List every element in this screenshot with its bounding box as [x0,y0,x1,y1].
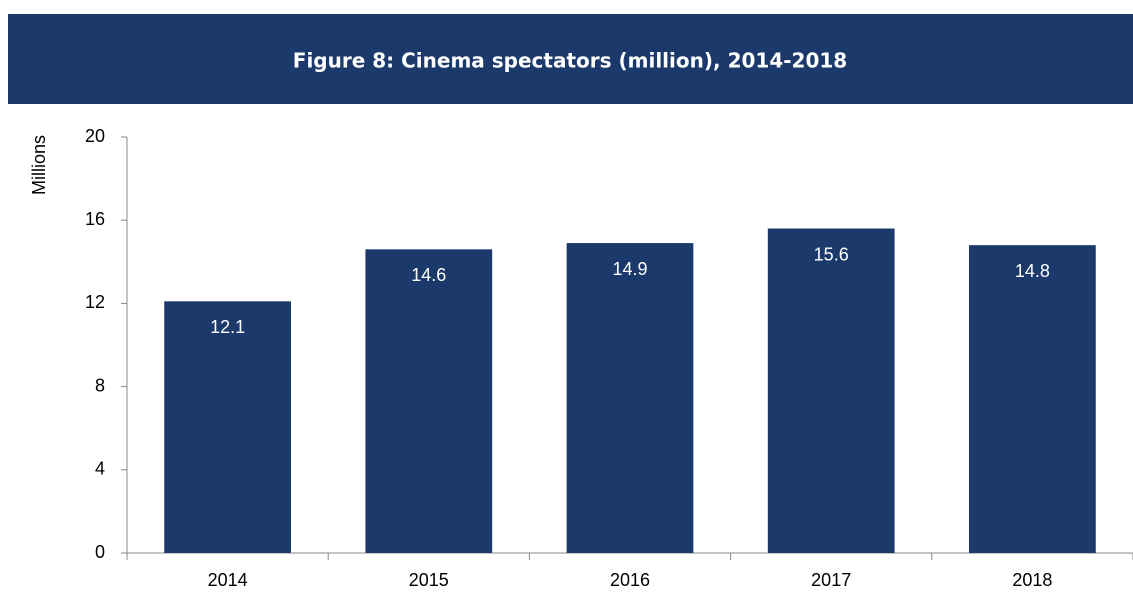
y-tick-label: 4 [95,459,105,479]
data-label: 14.9 [612,259,647,279]
x-tick-label: 2015 [409,570,449,590]
bar [566,243,694,553]
y-tick-label: 12 [85,292,105,312]
y-tick-label: 20 [85,126,105,146]
bar [767,228,895,553]
x-tick-label: 2014 [208,570,248,590]
x-tick-label: 2016 [610,570,650,590]
data-label: 14.6 [411,265,446,285]
chart-title: Figure 8: Cinema spectators (million), 2… [293,49,847,73]
x-tick-label: 2018 [1012,570,1052,590]
bar [164,301,291,553]
x-tick-label: 2017 [811,570,851,590]
bar [365,249,493,553]
title-banner [8,14,1133,104]
data-label: 15.6 [814,244,849,264]
data-label: 12.1 [210,317,245,337]
bar [969,245,1096,553]
data-label: 14.8 [1015,261,1050,281]
y-tick-label: 16 [85,209,105,229]
y-tick-label: 8 [95,375,105,395]
y-tick-label: 0 [95,542,105,562]
y-axis-label: Millions [29,135,49,195]
